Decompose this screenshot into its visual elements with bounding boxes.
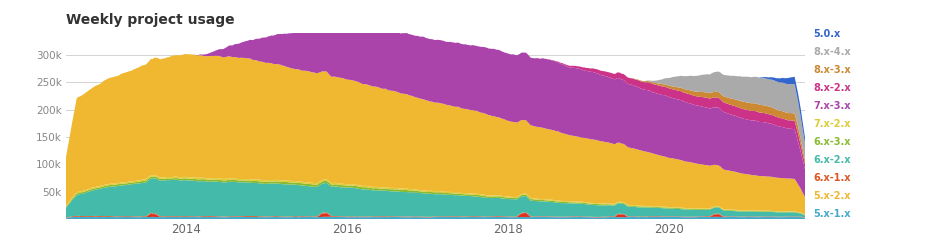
Text: 8.x-3.x: 8.x-3.x (813, 65, 851, 75)
Text: 8.x-2.x: 8.x-2.x (813, 83, 851, 93)
Text: 6.x-3.x: 6.x-3.x (813, 137, 851, 147)
Text: 5.x-2.x: 5.x-2.x (813, 191, 851, 201)
Text: 8.x-4.x: 8.x-4.x (813, 47, 851, 57)
Text: Weekly project usage: Weekly project usage (66, 13, 235, 27)
Text: 6.x-2.x: 6.x-2.x (813, 155, 851, 165)
Text: 5.x-1.x: 5.x-1.x (813, 209, 851, 219)
Text: 6.x-1.x: 6.x-1.x (813, 173, 851, 183)
Text: 5.0.x: 5.0.x (813, 29, 840, 39)
Text: 7.x-3.x: 7.x-3.x (813, 101, 851, 111)
Text: 7.x-2.x: 7.x-2.x (813, 119, 851, 129)
